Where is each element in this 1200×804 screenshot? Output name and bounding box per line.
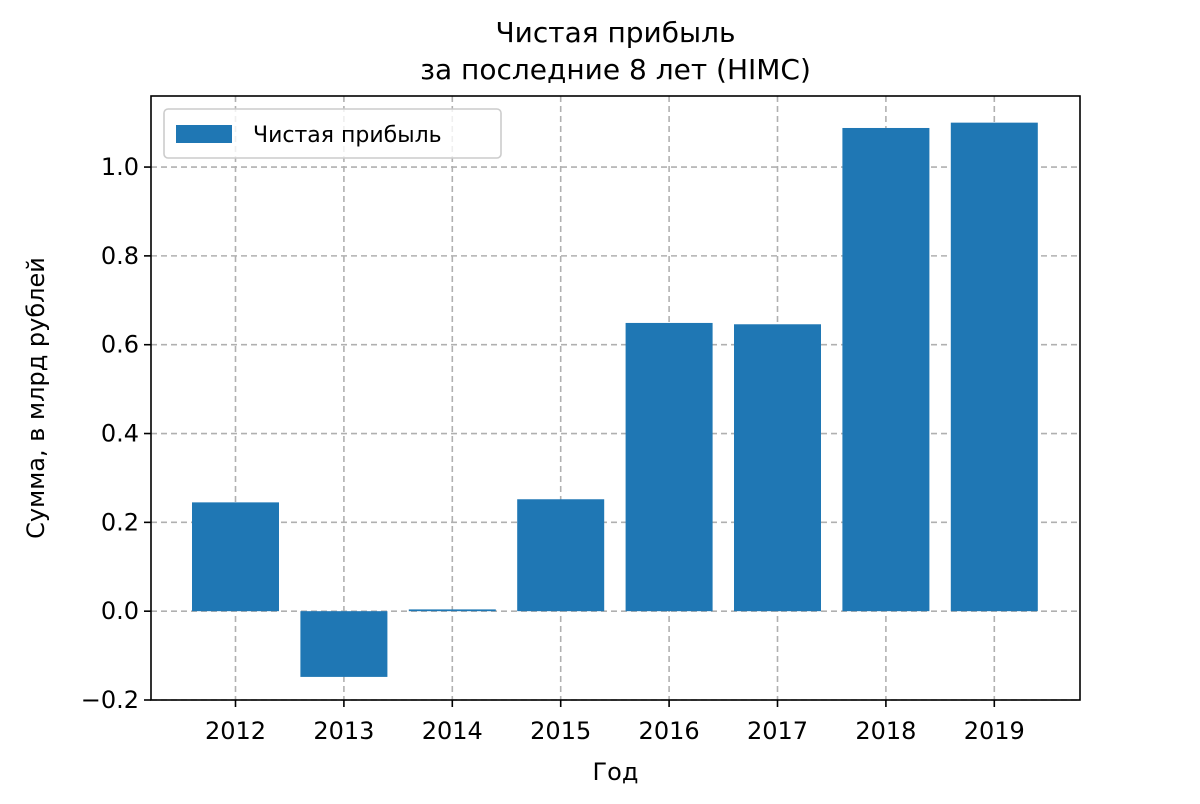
bar-2019 (950, 122, 1038, 612)
legend-label: Чистая прибыль (253, 123, 442, 148)
bar-2014 (408, 609, 496, 612)
bar-2015 (517, 499, 605, 612)
chart-title-line-2: за последние 8 лет (HIMC) (420, 53, 811, 86)
y-axis-label: Сумма, в млрд рублей (22, 257, 50, 539)
x-tick-label: 2017 (747, 717, 808, 745)
x-axis-label: Год (593, 758, 639, 786)
bar-2016 (625, 322, 713, 612)
y-tick-label: 0.8 (101, 242, 139, 270)
y-tick-label: 0.4 (101, 420, 139, 448)
x-tick-label: 2018 (855, 717, 916, 745)
axis-ticks: −0.2 0.0 0.2 0.4 0.6 0.8 1.0 2012 2013 2014 2015 20… (81, 153, 1025, 745)
legend-swatch (176, 125, 232, 143)
y-tick-label: 0.0 (101, 597, 139, 625)
plot-frame (150, 95, 1081, 701)
legend: Чистая прибыль (163, 108, 502, 159)
bars (192, 122, 1038, 677)
bar-2013 (300, 611, 388, 677)
legend-box (163, 108, 502, 159)
x-tick-label: 2019 (964, 717, 1025, 745)
x-tick-label: 2013 (313, 717, 374, 745)
x-tick-label: 2014 (422, 717, 483, 745)
bar-2012 (192, 502, 279, 612)
x-tick-label: 2015 (530, 717, 591, 745)
x-tick-label: 2012 (205, 717, 266, 745)
x-tick-label: 2016 (639, 717, 700, 745)
y-tick-label: 1.0 (101, 153, 139, 181)
y-tick-label: −0.2 (81, 686, 139, 714)
chart-title-line-1: Чистая прибыль (495, 16, 735, 49)
bar-2018 (842, 127, 930, 612)
bar-2017 (734, 324, 821, 612)
y-tick-label: 0.6 (101, 331, 139, 359)
y-tick-label: 0.2 (101, 508, 139, 536)
